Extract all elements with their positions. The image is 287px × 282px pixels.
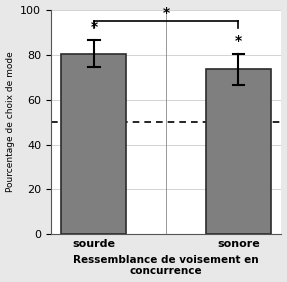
Y-axis label: Pourcentage de choix de mode: Pourcentage de choix de mode [5, 52, 15, 193]
Bar [206, 69, 271, 234]
Bar [61, 54, 126, 234]
Text: *: * [162, 6, 170, 20]
X-axis label: Ressemblance de voisement en
concurrence: Ressemblance de voisement en concurrence [73, 255, 259, 276]
Text: *: * [90, 21, 97, 34]
Text: *: * [235, 34, 242, 48]
